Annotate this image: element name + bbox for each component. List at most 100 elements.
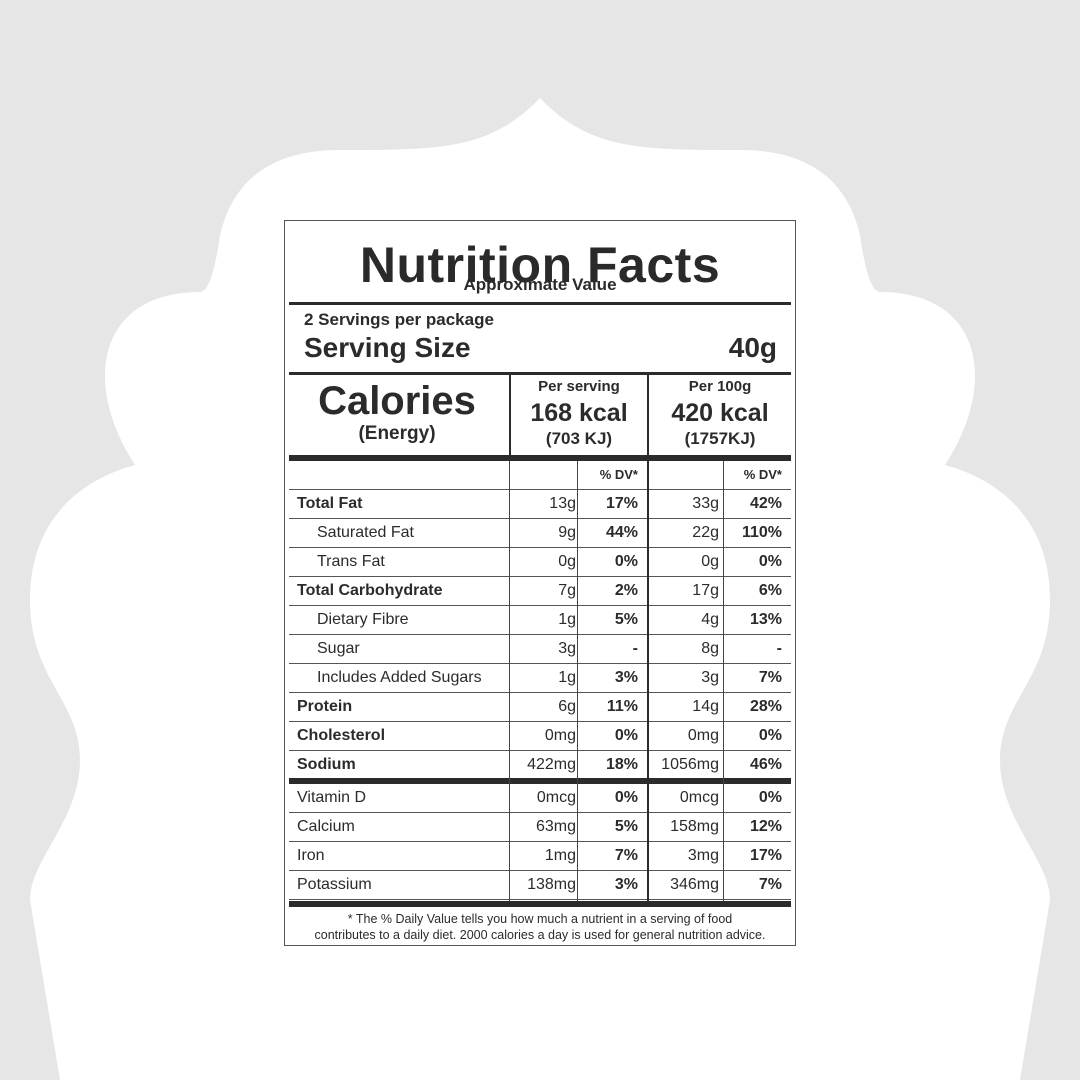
per-100g-amount: 33g xyxy=(692,495,719,512)
per-serving-dv: 3% xyxy=(614,669,638,686)
per-100g-amount: 22g xyxy=(692,524,719,541)
nutrient-name: Includes Added Sugars xyxy=(317,669,482,686)
per-100g-amount: 4g xyxy=(701,611,719,628)
per-serving-dv: 44% xyxy=(605,524,638,541)
per-100g-dv: 7% xyxy=(758,669,782,686)
divider xyxy=(289,302,791,305)
table-row: Potassium 138mg 3% 346mg 7% xyxy=(289,871,791,900)
nutrient-name: Total Fat xyxy=(297,495,363,512)
divider xyxy=(289,778,791,784)
label-title: Nutrition Facts xyxy=(359,237,721,293)
per-serving-dv: 7% xyxy=(614,847,638,864)
column-line xyxy=(723,461,724,901)
per-100g-amount: 17g xyxy=(692,582,719,599)
per-100g-dv: 42% xyxy=(749,495,782,512)
per-serving-amount: 422mg xyxy=(527,756,576,773)
table-row: Calcium 63mg 5% 158mg 12% xyxy=(289,813,791,842)
per-serving-dv: 2% xyxy=(614,582,638,599)
table-row: Saturated Fat 9g 44% 22g 110% xyxy=(289,519,791,548)
per-serving-amount: 1mg xyxy=(544,847,576,864)
per-serving-header: Per serving xyxy=(538,378,620,395)
serving-size-value: 40g xyxy=(728,332,777,363)
nutrient-name: Vitamin D xyxy=(297,789,367,806)
per-serving-amount: 0g xyxy=(558,553,576,570)
nutrient-name: Total Carbohydrate xyxy=(297,582,443,599)
nutrient-name: Trans Fat xyxy=(317,553,385,570)
footnote: * The % Daily Value tells you how much a… xyxy=(285,911,795,943)
per-100g-kcal: 420 kcal xyxy=(671,399,769,427)
per-100g-amount: 3mg xyxy=(687,847,719,864)
per-100g-amount: 0mcg xyxy=(679,789,719,806)
per-serving-dv: 0% xyxy=(614,789,638,806)
per-100g-dv: 6% xyxy=(758,582,782,599)
per-100g-dv: 7% xyxy=(758,876,782,893)
per-serving-dv: 3% xyxy=(614,876,638,893)
table-row: Cholesterol 0mg 0% 0mg 0% xyxy=(289,722,791,751)
serving-size-label: Serving Size xyxy=(304,332,471,363)
footnote-line: contributes to a daily diet. 2000 calori… xyxy=(314,928,766,942)
table-row: Total Carbohydrate 7g 2% 17g 6% xyxy=(289,577,791,606)
per-100g-amount: 8g xyxy=(701,640,719,657)
per-serving-dv: 18% xyxy=(605,756,638,773)
label-subtitle: Approximate Value xyxy=(463,275,617,294)
per-serving-dv: 5% xyxy=(614,818,638,835)
per-serving-amount: 6g xyxy=(558,698,576,715)
per-serving-kj: (703 KJ) xyxy=(545,429,613,448)
dv-header-row: % DV* % DV* xyxy=(289,461,791,490)
nutrient-name: Potassium xyxy=(297,876,372,893)
per-100g-amount: 346mg xyxy=(670,876,719,893)
per-100g-dv: 0% xyxy=(758,789,782,806)
per-serving-amount: 3g xyxy=(558,640,576,657)
per-serving-dv: 0% xyxy=(614,553,638,570)
table-row: Protein 6g 11% 14g 28% xyxy=(289,693,791,722)
divider xyxy=(289,455,791,461)
nutrient-name: Sugar xyxy=(317,640,360,657)
per-serving-dv: 0% xyxy=(614,727,638,744)
table-row: Iron 1mg 7% 3mg 17% xyxy=(289,842,791,871)
per-serving-amount: 138mg xyxy=(527,876,576,893)
divider xyxy=(289,901,791,907)
per-serving-amount: 0mcg xyxy=(536,789,576,806)
table-row: Sodium 422mg 18% 1056mg 46% xyxy=(289,751,791,780)
per-100g-amount: 14g xyxy=(692,698,719,715)
per-100g-dv: 12% xyxy=(749,818,782,835)
per-100g-dv: - xyxy=(776,640,782,657)
per-100g-kj: (1757KJ) xyxy=(684,429,756,448)
per-100g-amount: 0g xyxy=(701,553,719,570)
per-100g-dv: 13% xyxy=(749,611,782,628)
nutrient-name: Iron xyxy=(297,847,325,864)
per-100g-amount: 158mg xyxy=(670,818,719,835)
nutrient-name: Sodium xyxy=(297,756,356,773)
per-100g-dv: 17% xyxy=(749,847,782,864)
per-serving-amount: 7g xyxy=(558,582,576,599)
calories-divider xyxy=(647,375,649,455)
column-line xyxy=(509,461,510,901)
per-serving-amount: 63mg xyxy=(535,818,576,835)
table-row: Trans Fat 0g 0% 0g 0% xyxy=(289,548,791,577)
calories-label: Calories xyxy=(318,379,476,423)
nutrient-name: Saturated Fat xyxy=(317,524,414,541)
per-100g-amount: 0mg xyxy=(687,727,719,744)
footnote-line: * The % Daily Value tells you how much a… xyxy=(347,912,733,926)
table-row: Total Fat 13g 17% 33g 42% xyxy=(289,490,791,519)
per-100g-amount: 1056mg xyxy=(661,756,719,773)
per-serving-kcal: 168 kcal xyxy=(530,399,628,427)
per-serving-dv: 17% xyxy=(605,495,638,512)
table-row: Dietary Fibre 1g 5% 4g 13% xyxy=(289,606,791,635)
per-serving-amount: 0mg xyxy=(544,727,576,744)
per-100g-dv: 0% xyxy=(758,553,782,570)
column-line xyxy=(577,461,578,901)
per-100g-dv: 0% xyxy=(758,727,782,744)
nutrient-name: Dietary Fibre xyxy=(317,611,409,628)
per-serving-amount: 13g xyxy=(549,495,576,512)
servings-per-package: 2 Servings per package xyxy=(304,310,494,329)
per-serving-amount: 9g xyxy=(558,524,576,541)
table-row: Includes Added Sugars 1g 3% 3g 7% xyxy=(289,664,791,693)
divider xyxy=(289,372,791,375)
per-100g-dv: 28% xyxy=(749,698,782,715)
per-serving-amount: 1g xyxy=(558,669,576,686)
per-100g-header: Per 100g xyxy=(688,378,752,395)
per-100g-amount: 3g xyxy=(701,669,719,686)
per-serving-dv: - xyxy=(632,640,638,657)
per-100g-dv: 110% xyxy=(741,524,782,541)
